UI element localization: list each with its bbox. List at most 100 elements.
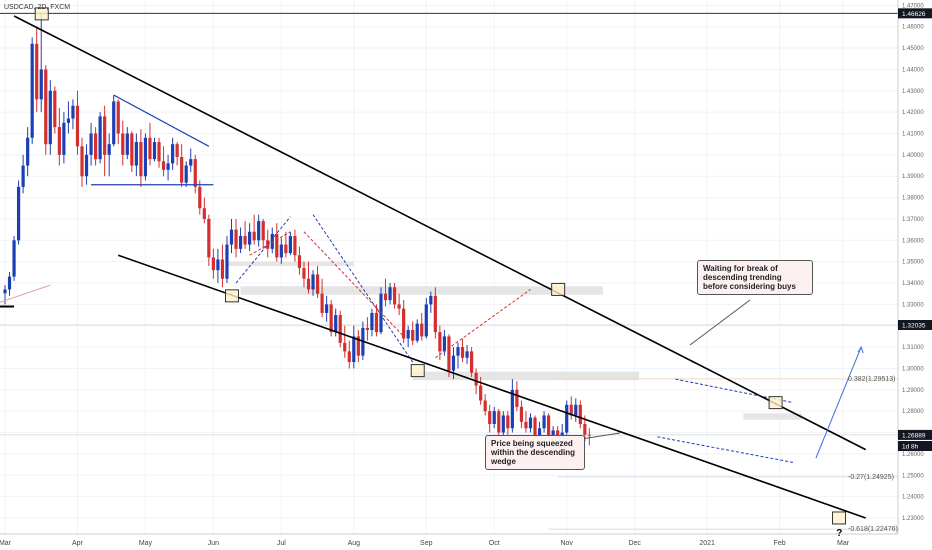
- y-tick-label: 1.30000: [902, 366, 924, 372]
- y-tick-label: 1.36000: [902, 238, 924, 244]
- x-tick-label: Mar: [837, 540, 850, 547]
- candle-body: [451, 355, 456, 371]
- candle-body: [293, 236, 297, 256]
- candle-body: [166, 163, 170, 170]
- x-tick-label: May: [139, 540, 153, 547]
- candle-body: [189, 159, 193, 166]
- price-tag-label: 1.26889: [902, 432, 926, 439]
- candle-body: [492, 411, 496, 424]
- candle-body: [180, 156, 184, 183]
- candle-body: [325, 304, 329, 313]
- candle-body: [116, 101, 120, 134]
- candle-body: [356, 336, 360, 356]
- candle-body: [370, 312, 374, 331]
- touch-box: [34, 7, 49, 21]
- candle-body: [211, 257, 215, 271]
- candle-body: [415, 323, 419, 341]
- y-tick-label: 1.41000: [902, 132, 924, 138]
- annotation-break-note: Waiting for break of descending trending…: [697, 260, 813, 295]
- candle-body: [587, 434, 591, 436]
- candle-body: [66, 118, 71, 123]
- candle-body: [98, 116, 102, 160]
- fib-label: -0.27(1.24925): [848, 474, 894, 481]
- candle-body: [12, 240, 16, 277]
- candle-body: [488, 411, 492, 424]
- candle-body: [57, 127, 61, 155]
- candle-body: [84, 154, 89, 177]
- faint-line: [0, 284, 51, 303]
- y-tick-label: 1.26000: [902, 452, 924, 458]
- zone-band: [743, 413, 803, 420]
- candle-body: [474, 372, 478, 386]
- candle-body: [193, 159, 197, 187]
- annotation-wedge-note: Price being squeezed within the descendi…: [485, 435, 585, 470]
- candle-body: [501, 415, 505, 433]
- y-tick-label: 1.40000: [902, 153, 924, 159]
- candle-body: [44, 69, 48, 145]
- candle-body: [479, 385, 483, 401]
- candle-body: [21, 165, 25, 187]
- candle-body: [383, 293, 388, 301]
- candle-body: [94, 133, 98, 160]
- candle-body: [257, 221, 261, 241]
- candle-body: [565, 404, 569, 433]
- y-tick-label: 1.42000: [902, 110, 924, 116]
- candle-body: [402, 308, 406, 339]
- candle-body: [483, 400, 487, 412]
- candle-body: [202, 208, 206, 219]
- y-tick-label: 1.35000: [902, 260, 924, 266]
- x-tick-label: 2021: [699, 540, 715, 547]
- y-tick-label: 1.45000: [902, 46, 924, 52]
- candle-body: [103, 116, 107, 155]
- candle-body: [130, 133, 134, 166]
- candle-body: [515, 389, 519, 407]
- candle-body: [533, 417, 537, 444]
- candle-body: [207, 218, 211, 258]
- question-mark-label: ?: [836, 528, 842, 539]
- candle-body: [270, 233, 274, 249]
- channel-dashed-line: [435, 289, 531, 359]
- candle-body: [80, 146, 84, 177]
- channel-dashed-line: [303, 231, 405, 337]
- candle-body: [302, 268, 306, 279]
- touch-box: [410, 364, 425, 378]
- candle-body: [35, 43, 39, 100]
- candle-body: [48, 90, 52, 145]
- price-tag-bg: [898, 440, 932, 451]
- candle-body: [261, 221, 265, 241]
- channel-dashed-line: [235, 216, 291, 284]
- candle-body: [143, 137, 148, 177]
- candle-body: [148, 137, 152, 160]
- candle-body: [107, 144, 111, 155]
- y-tick-label: 1.34000: [902, 281, 924, 287]
- candle-body: [352, 336, 356, 363]
- touch-box: [768, 396, 783, 410]
- candle-body: [374, 312, 379, 333]
- candle-body: [411, 330, 415, 341]
- x-tick-label: Jul: [277, 540, 286, 547]
- candle-body: [528, 417, 533, 429]
- candle-body: [388, 287, 392, 301]
- candle-body: [433, 295, 437, 333]
- projection-arrow: [815, 346, 862, 459]
- candle-body: [524, 421, 528, 429]
- candle-body: [220, 259, 225, 279]
- x-tick-label: Sep: [420, 540, 433, 547]
- candle-body: [460, 347, 465, 358]
- fib-label: 0.382(1.29513): [848, 376, 895, 383]
- candle-body: [26, 137, 30, 166]
- x-tick-label: Dec: [628, 540, 641, 547]
- y-tick-label: 1.39000: [902, 174, 924, 180]
- triangle-upper-line: [113, 94, 210, 147]
- candle-body: [279, 244, 283, 258]
- x-tick-label: Apr: [72, 540, 84, 547]
- candle-body: [334, 315, 338, 333]
- candle-body: [347, 351, 351, 363]
- y-tick-label: 1.37000: [902, 217, 924, 223]
- channel-dashed-line: [249, 231, 291, 256]
- candle-body: [71, 105, 75, 119]
- price-tag-label: 1.46626: [902, 11, 926, 18]
- price-tag-bg: [898, 8, 932, 19]
